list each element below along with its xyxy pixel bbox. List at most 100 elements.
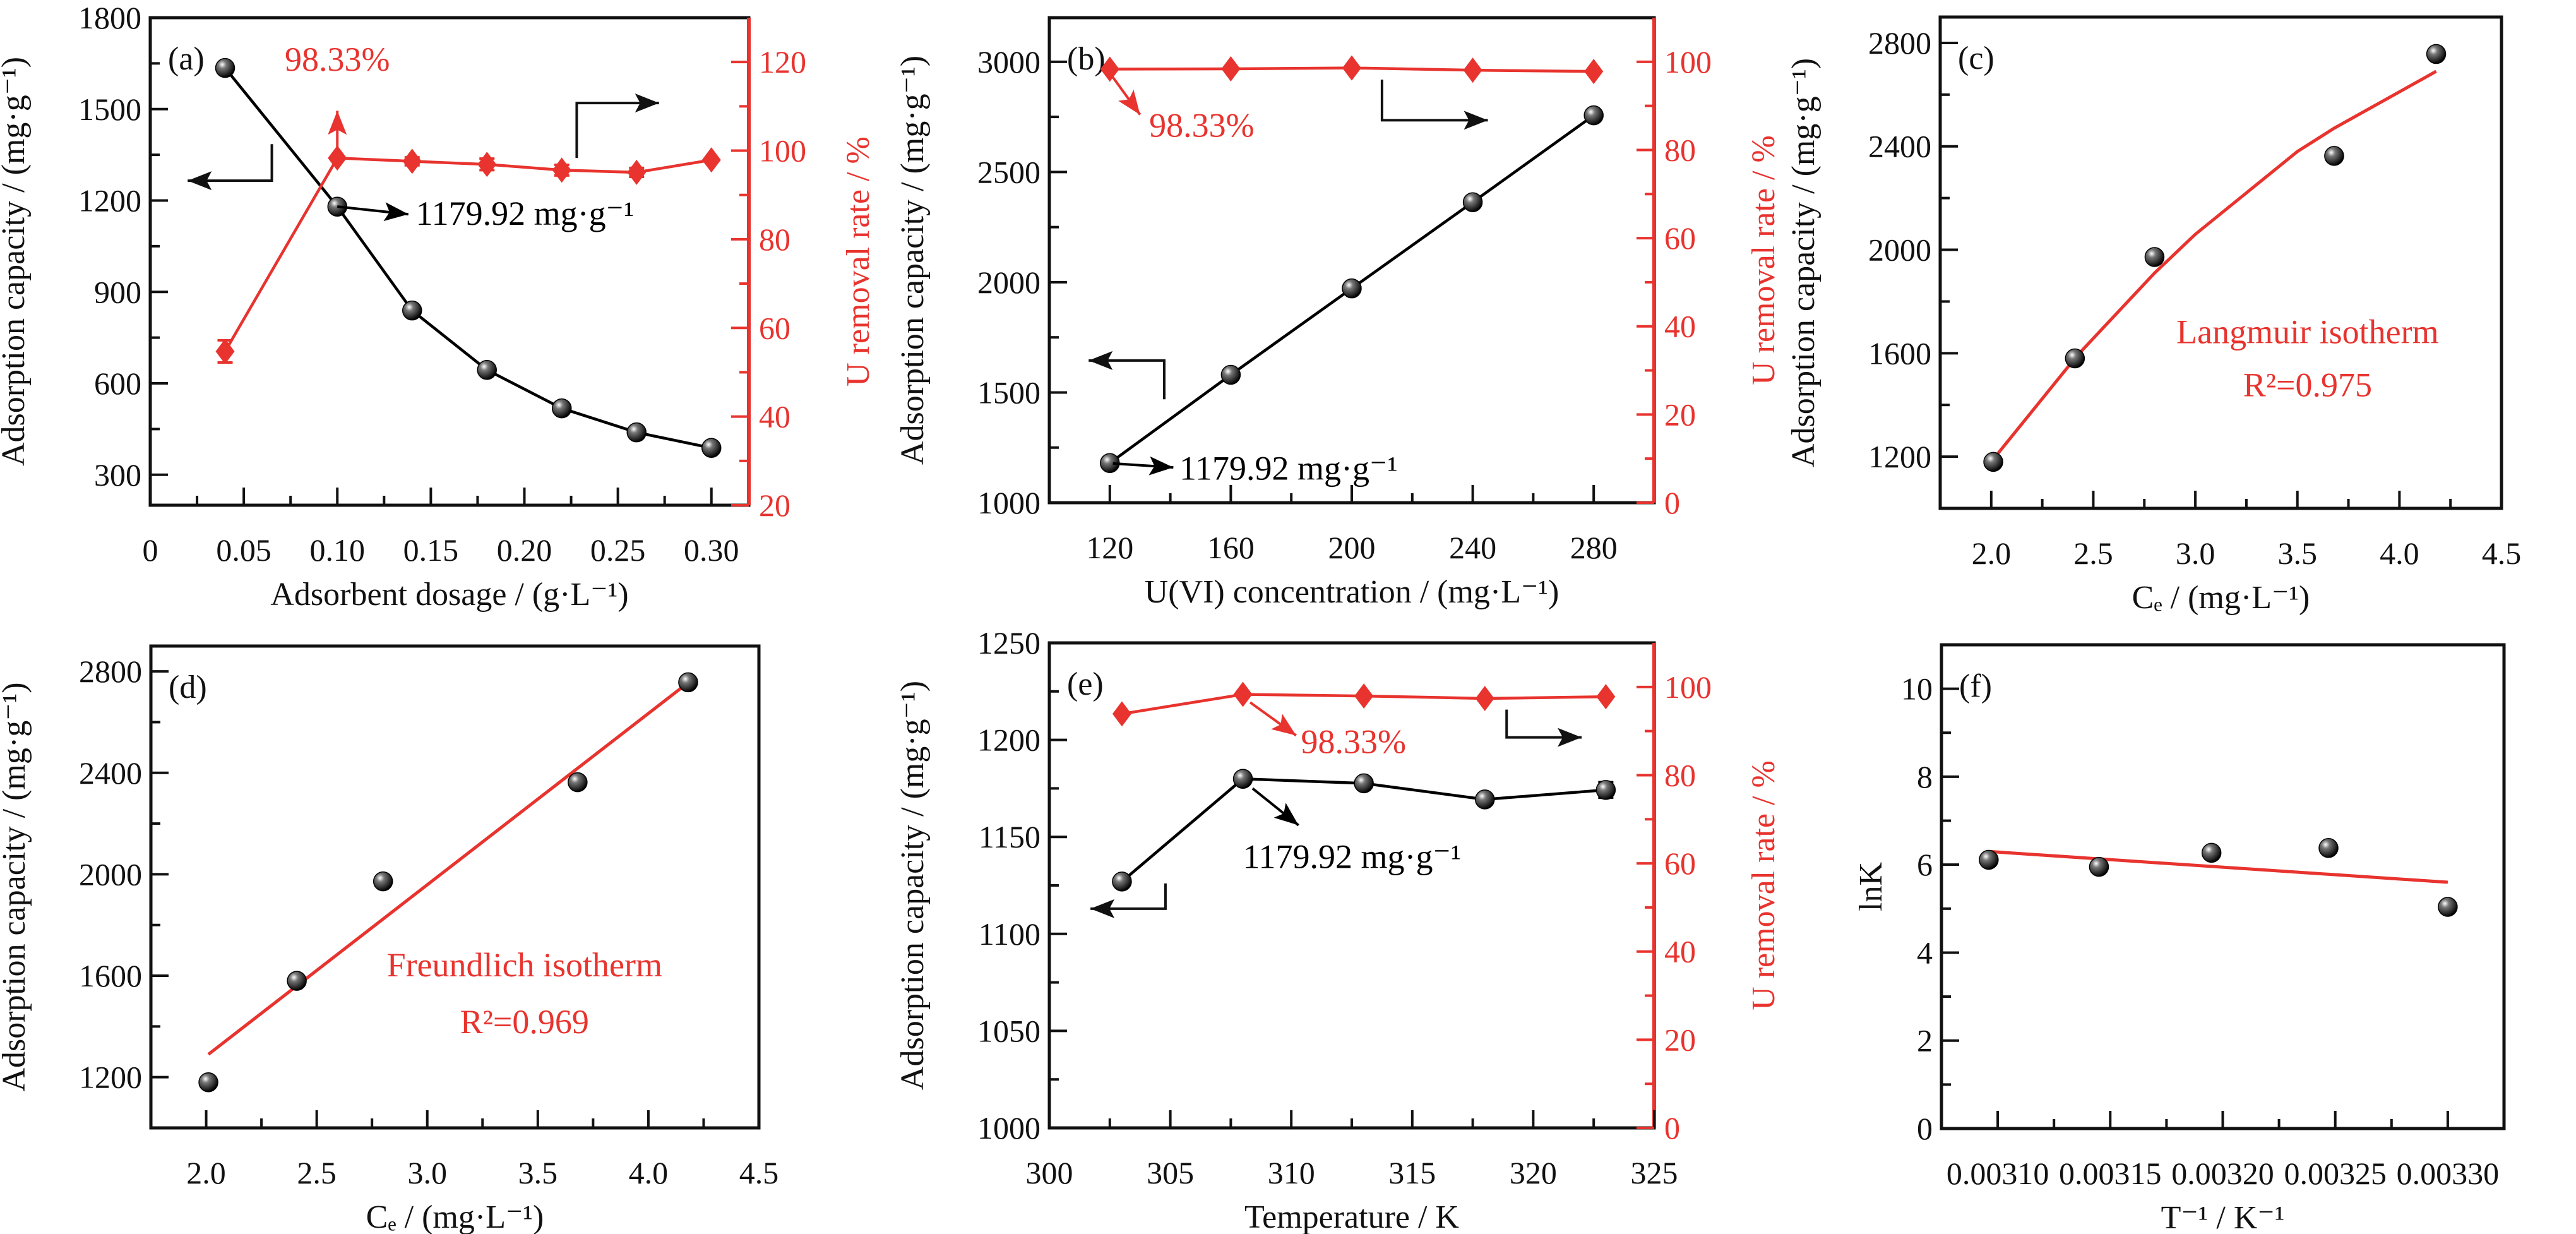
data-point-sphere xyxy=(477,360,497,380)
data-point-diamond xyxy=(215,338,235,364)
annotation-text: Langmuir isotherm xyxy=(2176,313,2438,350)
annotation-text: 98.33% xyxy=(1149,107,1254,145)
arrowhead-icon xyxy=(1088,350,1113,370)
y2-tick-label: 120 xyxy=(759,44,806,80)
data-point-sphere xyxy=(2324,146,2344,166)
y2-tick-label: 40 xyxy=(759,399,790,434)
series-line xyxy=(224,156,712,352)
y-tick-label: 1200 xyxy=(977,722,1041,758)
fit-line xyxy=(207,683,687,1056)
y-axis-label: lnK xyxy=(1853,862,1889,911)
x-tick-label: 4.5 xyxy=(2482,536,2522,571)
y-tick-label: 2800 xyxy=(79,654,142,689)
series-left xyxy=(1100,105,1604,473)
data-point-sphere xyxy=(1232,769,1253,789)
y-tick-label: 1250 xyxy=(977,625,1041,661)
data-point-sphere xyxy=(2065,348,2085,369)
x-axis-label: Temperature / K xyxy=(1244,1199,1459,1234)
arrowhead-icon xyxy=(1271,714,1296,736)
plot-frame xyxy=(149,644,761,1130)
panel-label: (a) xyxy=(168,41,205,77)
axis-pointer-arrow xyxy=(1090,883,1167,910)
axis-pointer-arrow xyxy=(1505,709,1582,739)
y2-axis-label: U removal rate / % xyxy=(1746,760,1782,1010)
x-tick-label: 325 xyxy=(1631,1155,1678,1190)
y-tick-label: 2400 xyxy=(1868,129,1931,164)
panel-f: 0.00310 0.00315 0.00320 0.00325 0.00330 0 2 4 6 8… xyxy=(1853,643,2506,1234)
y-tick-label: 2800 xyxy=(1868,25,1931,61)
data-point-diamond xyxy=(1233,681,1253,707)
data-point-diamond xyxy=(1584,59,1604,85)
y2-tick-label: 60 xyxy=(759,310,790,345)
data-point-diamond xyxy=(1221,56,1241,81)
y-axis-label: Adsorption capacity / (mg·g⁻¹) xyxy=(0,682,32,1091)
x-tick-label: 2.0 xyxy=(1972,536,2012,571)
plot-frame xyxy=(148,16,751,507)
data-point-diamond xyxy=(627,159,647,185)
data-point-sphere xyxy=(701,438,722,458)
y2-tick-label: 80 xyxy=(1664,757,1696,793)
annotation-text: 1179.92 mg·g⁻¹ xyxy=(1243,837,1462,875)
x-tick-label: 3.5 xyxy=(2277,536,2317,571)
arrowhead-icon xyxy=(1148,456,1174,476)
data-point-diamond xyxy=(1100,56,1119,82)
data-point-diamond xyxy=(402,148,422,174)
y-tick-label: 900 xyxy=(94,274,141,309)
series-line xyxy=(224,67,712,450)
y2-axis-label: U removal rate / % xyxy=(1746,135,1782,385)
x-tick-label: 200 xyxy=(1328,530,1376,565)
arrowhead-icon xyxy=(383,202,408,222)
panel-a: 0 0.05 0.10 0.15 0.20 0.25 0.30 300 600 900 1200 15… xyxy=(0,0,876,613)
y2-tick-label: 100 xyxy=(759,133,806,169)
y-tick-label: 1600 xyxy=(1868,335,1931,371)
x-tick-label: 0.30 xyxy=(684,532,739,568)
y-tick-label: 3000 xyxy=(977,44,1041,80)
series-left xyxy=(1983,44,2447,472)
panel-c: 2.0 2.5 3.0 3.5 4.0 4.5 1200 1600 2000 2400 2800 Cₑ… xyxy=(1786,15,2522,616)
data-point-sphere xyxy=(1979,849,1999,870)
panel-label: (c) xyxy=(1958,40,1995,76)
data-point-diamond xyxy=(1475,685,1494,711)
data-point-diamond xyxy=(1354,683,1374,709)
data-point-sphere xyxy=(198,1072,218,1093)
x-tick-label: 0.05 xyxy=(216,532,271,568)
arrowhead-icon xyxy=(1090,899,1115,918)
x-axis-label: T⁻¹ / K⁻¹ xyxy=(2161,1200,2285,1234)
data-point-sphere xyxy=(1595,780,1616,800)
y-tick-label: 2500 xyxy=(977,154,1041,189)
x-tick-label: 280 xyxy=(1570,530,1618,565)
y2-tick-label: 80 xyxy=(759,222,790,257)
x-tick-label: 0.20 xyxy=(497,532,552,568)
x-tick-label: 3.0 xyxy=(2176,536,2215,571)
x-tick-label: 120 xyxy=(1086,530,1133,565)
annotation-text: 1179.92 mg·g⁻¹ xyxy=(416,195,635,232)
y-tick-label: 6 xyxy=(1917,847,1933,882)
x-tick-label: 0.15 xyxy=(403,532,459,568)
annotation-text: 98.33% xyxy=(1301,723,1406,761)
y-tick-label: 1800 xyxy=(78,0,141,35)
y-tick-label: 1200 xyxy=(1868,439,1931,474)
data-point-sphere xyxy=(1220,364,1241,385)
y2-tick-label: 0 xyxy=(1664,1110,1680,1146)
arrowhead-icon xyxy=(328,111,347,135)
x-axis-label: U(VI) concentration / (mg·L⁻¹) xyxy=(1145,574,1559,610)
fit-line xyxy=(1988,849,2448,884)
data-point-sphere xyxy=(1583,105,1604,126)
annotation-text: R²=0.969 xyxy=(460,1003,589,1041)
y-tick-label: 1200 xyxy=(79,1060,142,1095)
x-tick-label: 3.5 xyxy=(518,1155,558,1190)
arrowhead-icon xyxy=(1558,728,1582,747)
x-tick-label: 0.25 xyxy=(590,532,646,568)
axis-pointer-arrow xyxy=(1380,80,1488,122)
x-tick-label: 0.00325 xyxy=(2284,1156,2387,1191)
y2-tick-label: 20 xyxy=(1664,397,1696,432)
x-tick-label: 0.00330 xyxy=(2397,1156,2500,1191)
y-tick-label: 1500 xyxy=(78,92,141,127)
x-tick-label: 0.00310 xyxy=(1947,1156,2049,1191)
panel-b: 120 160 200 240 280 1000 1500 2000 2500 3000 0 20 40… xyxy=(895,16,1782,610)
axis-pointer-arrow xyxy=(575,102,659,158)
x-tick-label: 0.00315 xyxy=(2059,1156,2162,1191)
y-tick-label: 8 xyxy=(1917,759,1933,794)
y-tick-label: 1600 xyxy=(79,958,142,993)
